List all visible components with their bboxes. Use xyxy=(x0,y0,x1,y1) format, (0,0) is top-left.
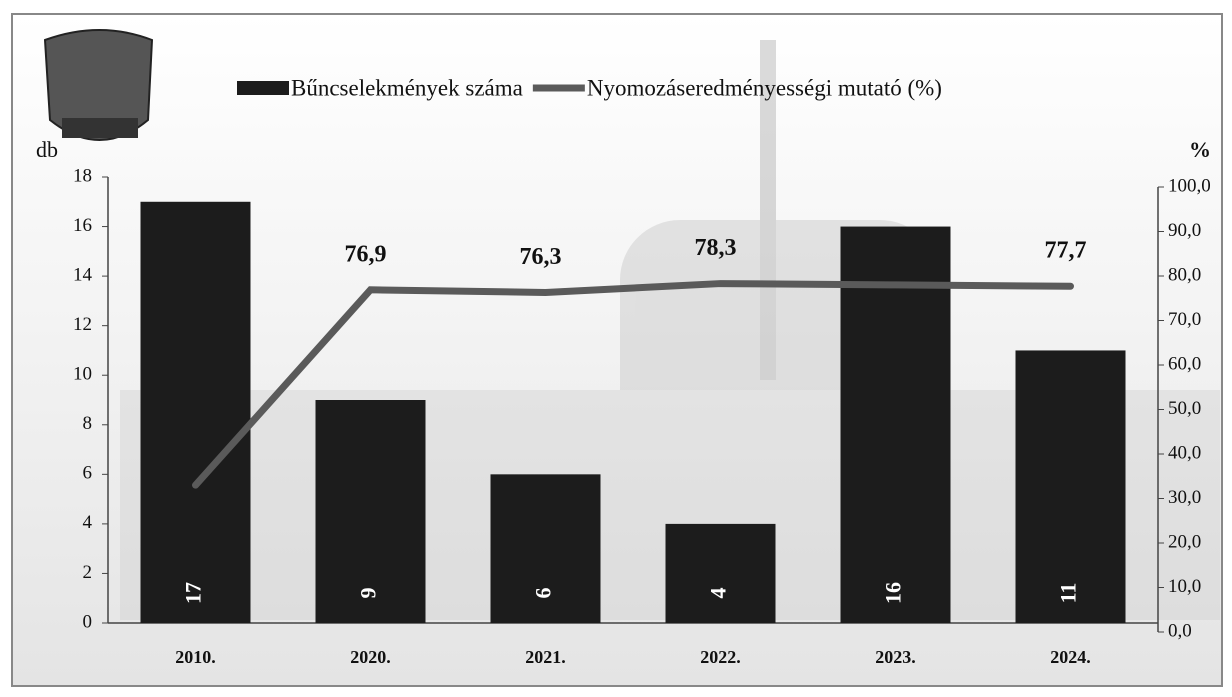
y-tick-label: 10 xyxy=(73,364,92,385)
x-tick-label: 2021. xyxy=(525,647,566,667)
y-tick-label: 0 xyxy=(83,611,93,632)
bar-value-label: 6 xyxy=(531,588,556,599)
bar xyxy=(315,400,426,623)
bar-value-label: 17 xyxy=(181,582,206,604)
line-value-label: 76,9 xyxy=(345,241,387,267)
y2-tick-label: 100,0 xyxy=(1168,175,1211,196)
x-tick-label: 2020. xyxy=(350,647,391,667)
line-value-label: 76,3 xyxy=(520,244,562,270)
y-tick-label: 16 xyxy=(73,215,92,236)
bar xyxy=(1015,350,1126,623)
y2-tick-label: 90,0 xyxy=(1168,220,1201,241)
line-value-label: 78,3 xyxy=(695,235,737,261)
bar-value-label: 16 xyxy=(881,582,906,604)
y-tick-label: 6 xyxy=(83,463,93,484)
y-axis-label: db xyxy=(36,137,58,162)
y2-tick-label: 30,0 xyxy=(1168,487,1201,508)
line-value-label: 77,7 xyxy=(1045,238,1087,264)
y2-tick-label: 80,0 xyxy=(1168,264,1201,285)
y2-tick-label: 70,0 xyxy=(1168,309,1201,330)
x-tick-label: 2010. xyxy=(175,647,216,667)
bar xyxy=(840,226,951,624)
bar-value-label: 4 xyxy=(706,588,731,599)
bar xyxy=(490,474,601,623)
y-tick-label: 12 xyxy=(73,314,92,335)
bar xyxy=(665,523,776,623)
line-series xyxy=(192,280,1074,489)
x-tick-label: 2022. xyxy=(700,647,741,667)
y2-tick-label: 20,0 xyxy=(1168,531,1201,552)
y2-tick-label: 0,0 xyxy=(1168,620,1192,641)
legend-label: Nyomozáseredményességi mutató (%) xyxy=(587,75,942,100)
bar-value-label: 9 xyxy=(356,588,381,599)
bar xyxy=(140,201,251,623)
bar-value-label: 11 xyxy=(1056,583,1081,604)
y-tick-label: 8 xyxy=(83,413,93,434)
y2-tick-label: 40,0 xyxy=(1168,442,1201,463)
y-tick-label: 14 xyxy=(73,264,93,285)
x-tick-label: 2023. xyxy=(875,647,916,667)
y-tick-label: 2 xyxy=(83,562,93,583)
y2-axis-label: % xyxy=(1189,137,1211,162)
y-tick-label: 4 xyxy=(83,512,93,533)
y-tick-label: 18 xyxy=(73,165,92,186)
legend-label: Bűncselekmények száma xyxy=(291,75,523,100)
legend-swatch xyxy=(237,81,289,95)
y2-tick-label: 60,0 xyxy=(1168,353,1201,374)
y2-tick-label: 50,0 xyxy=(1168,398,1201,419)
logo xyxy=(43,29,154,141)
x-tick-label: 2024. xyxy=(1050,647,1091,667)
y2-tick-label: 10,0 xyxy=(1168,576,1201,597)
